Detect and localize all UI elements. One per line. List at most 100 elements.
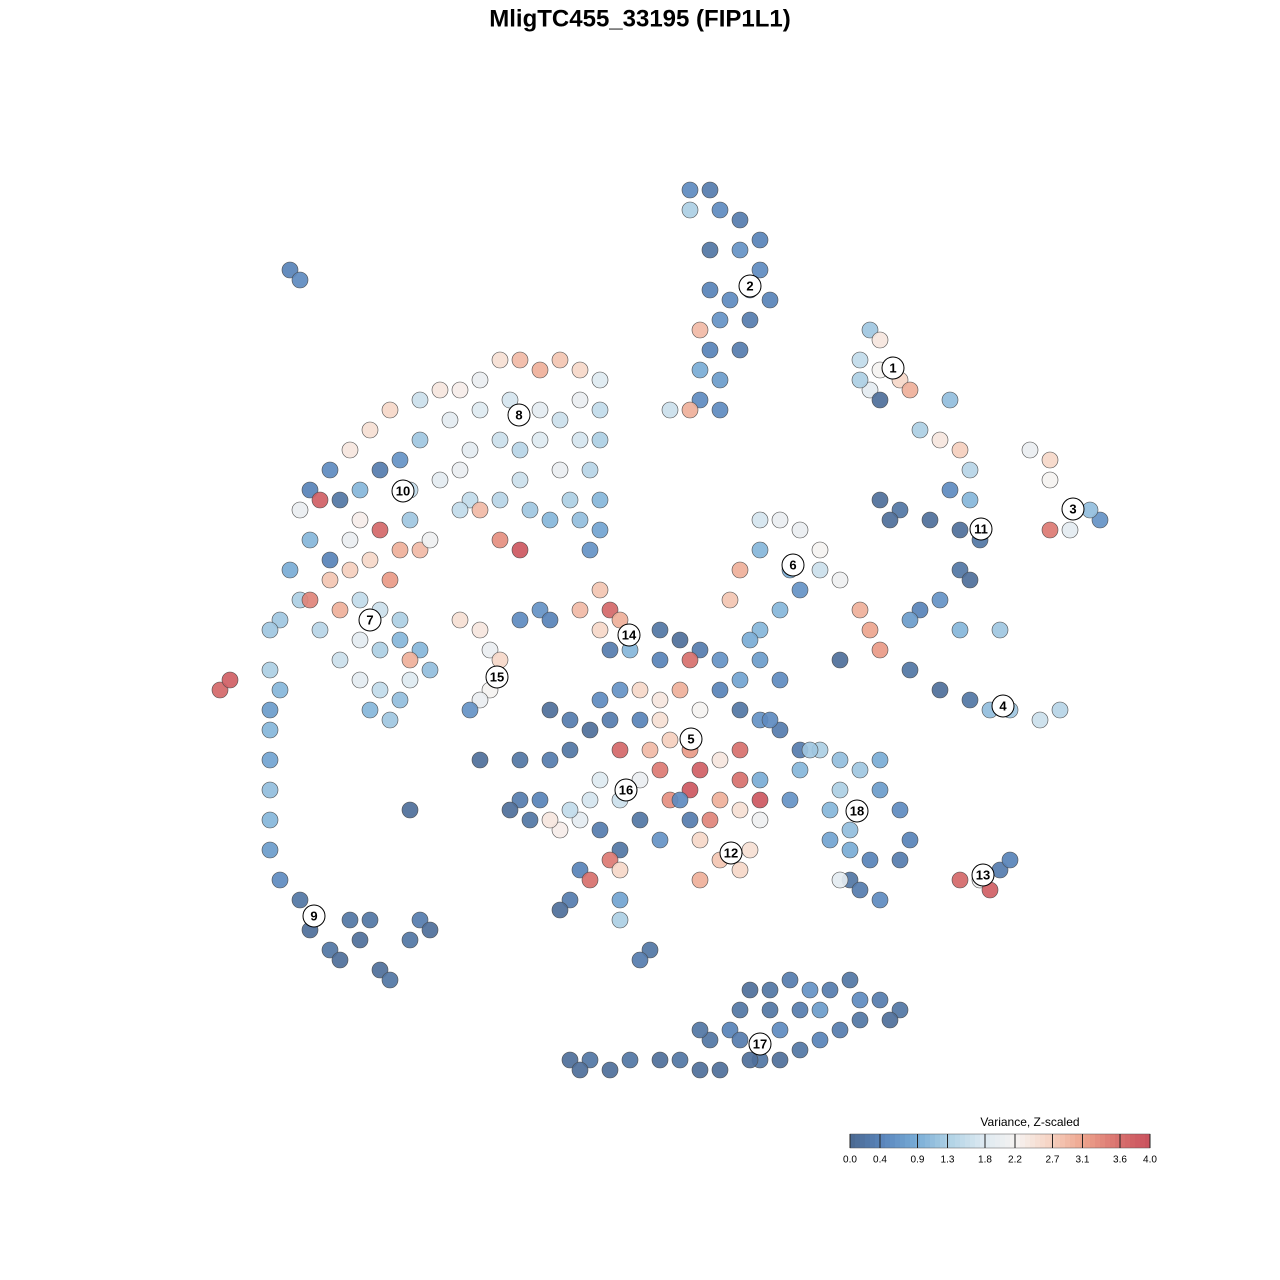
colorbar-segment <box>860 1134 866 1148</box>
point <box>301 531 319 549</box>
point <box>551 821 569 839</box>
colorbar-segment <box>1015 1134 1021 1148</box>
point <box>1061 521 1079 539</box>
point <box>681 201 699 219</box>
point <box>951 621 969 639</box>
point <box>721 1021 739 1039</box>
point <box>631 811 649 829</box>
point <box>961 461 979 479</box>
point <box>751 791 769 809</box>
point <box>721 591 739 609</box>
point <box>451 611 469 629</box>
point <box>691 831 709 849</box>
point <box>521 811 539 829</box>
point <box>741 311 759 329</box>
point <box>691 391 709 409</box>
point <box>871 331 889 349</box>
colorbar-segment <box>870 1134 876 1148</box>
point <box>361 551 379 569</box>
point <box>861 381 879 399</box>
point <box>391 451 409 469</box>
colorbar-segment <box>1030 1134 1036 1148</box>
point <box>641 941 659 959</box>
point <box>951 561 969 579</box>
point <box>751 261 769 279</box>
point <box>791 1001 809 1019</box>
point <box>831 781 849 799</box>
cluster-marker <box>391 479 415 503</box>
point <box>901 611 919 629</box>
point <box>571 361 589 379</box>
cluster-label: 2 <box>746 278 753 293</box>
point <box>411 641 429 659</box>
point <box>491 651 509 669</box>
cluster-label: 7 <box>366 612 373 627</box>
point <box>851 351 869 369</box>
point <box>411 911 429 929</box>
colorbar-segment <box>960 1134 966 1148</box>
colorbar-segment <box>995 1134 1001 1148</box>
colorbar-segment <box>1035 1134 1041 1148</box>
cluster-marker <box>1061 497 1085 521</box>
point <box>631 771 649 789</box>
point <box>871 641 889 659</box>
point <box>451 501 469 519</box>
point <box>261 661 279 679</box>
point <box>871 491 889 509</box>
point <box>591 691 609 709</box>
point <box>571 1061 589 1079</box>
point <box>651 831 669 849</box>
point <box>651 691 669 709</box>
point <box>941 391 959 409</box>
point <box>891 1001 909 1019</box>
point <box>401 671 419 689</box>
colorbar-segment <box>1125 1134 1131 1148</box>
point <box>661 731 679 749</box>
colorbar-segment <box>1110 1134 1116 1148</box>
point <box>461 491 479 509</box>
point <box>1031 711 1049 729</box>
point <box>711 311 729 329</box>
point <box>431 471 449 489</box>
point <box>681 781 699 799</box>
cluster-label: 14 <box>622 627 637 642</box>
point <box>731 671 749 689</box>
point <box>691 361 709 379</box>
point <box>471 401 489 419</box>
point <box>771 721 789 739</box>
colorbar-segment <box>900 1134 906 1148</box>
point <box>601 601 619 619</box>
point <box>931 431 949 449</box>
point <box>761 981 779 999</box>
point <box>361 911 379 929</box>
point <box>511 751 529 769</box>
point <box>381 401 399 419</box>
point <box>471 501 489 519</box>
point <box>821 981 839 999</box>
point <box>841 841 859 859</box>
colorbar-segment <box>935 1134 941 1148</box>
cluster-marker <box>485 665 509 689</box>
point <box>651 1051 669 1069</box>
point <box>281 561 299 579</box>
cluster-marker <box>969 517 993 541</box>
cluster-marker <box>614 778 638 802</box>
colorbar-segment <box>1005 1134 1011 1148</box>
cluster-marker <box>991 694 1015 718</box>
point <box>591 821 609 839</box>
cluster-marker <box>358 608 382 632</box>
point <box>291 891 309 909</box>
point <box>711 651 729 669</box>
colorbar-segment <box>1085 1134 1091 1148</box>
point <box>421 661 439 679</box>
cluster-label: 9 <box>310 908 317 923</box>
point <box>371 521 389 539</box>
point <box>391 631 409 649</box>
point <box>561 741 579 759</box>
point <box>711 201 729 219</box>
point <box>701 341 719 359</box>
point <box>391 611 409 629</box>
point <box>1041 521 1059 539</box>
point <box>311 621 329 639</box>
cluster-marker <box>719 841 743 865</box>
